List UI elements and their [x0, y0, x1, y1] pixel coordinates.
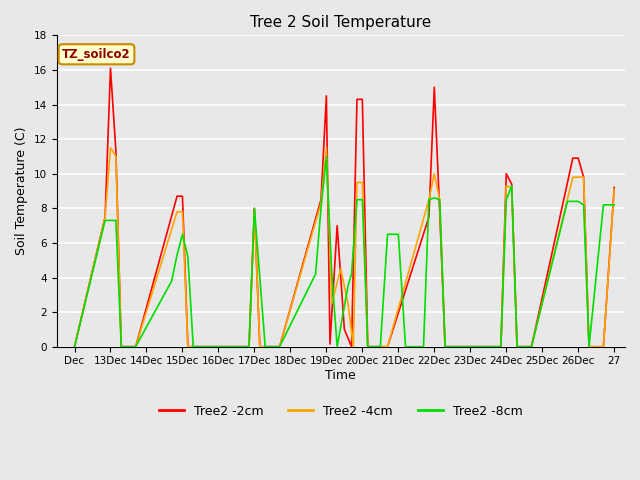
X-axis label: Time: Time [325, 369, 356, 382]
Y-axis label: Soil Temperature (C): Soil Temperature (C) [15, 127, 28, 255]
Text: TZ_soilco2: TZ_soilco2 [62, 48, 131, 61]
Title: Tree 2 Soil Temperature: Tree 2 Soil Temperature [250, 15, 431, 30]
Legend: Tree2 -2cm, Tree2 -4cm, Tree2 -8cm: Tree2 -2cm, Tree2 -4cm, Tree2 -8cm [154, 400, 528, 423]
